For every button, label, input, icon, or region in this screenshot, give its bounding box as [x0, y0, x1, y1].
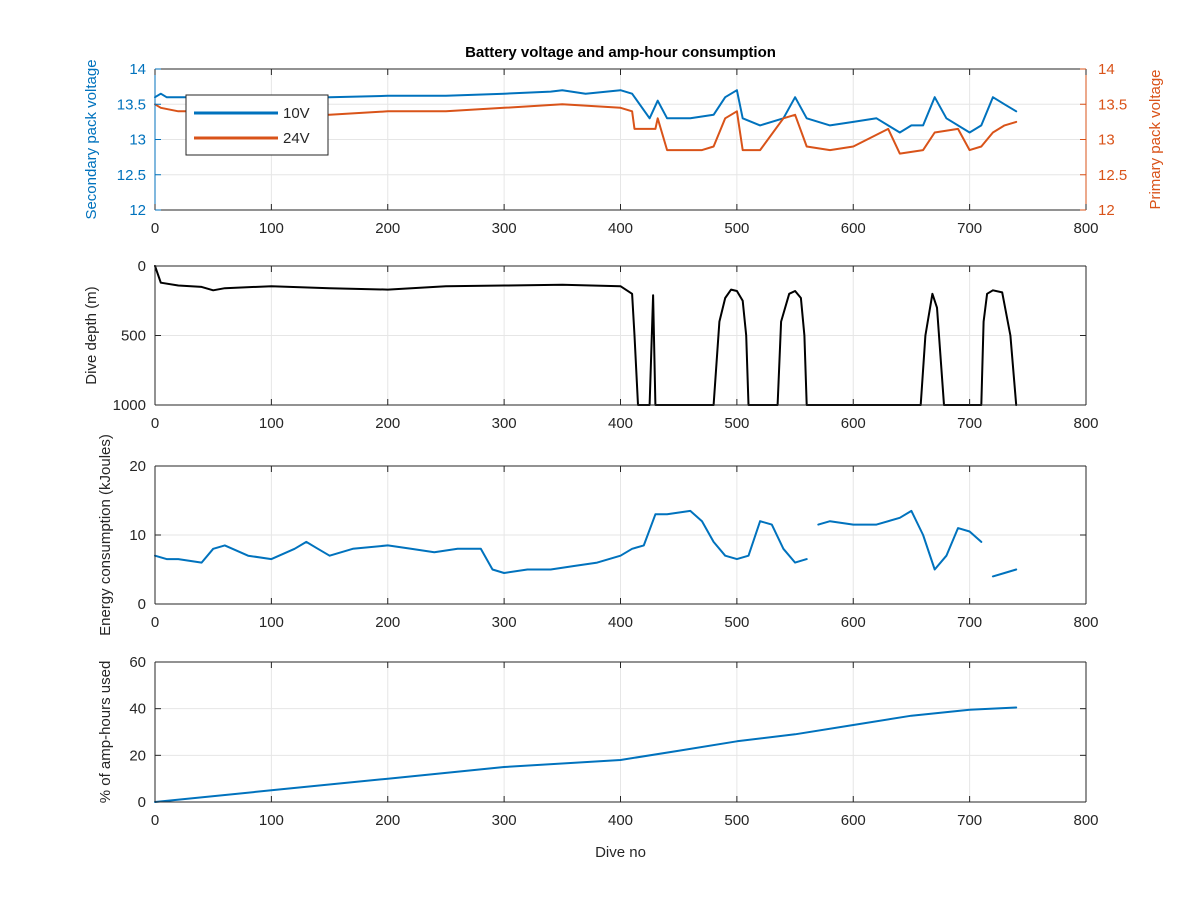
- x-tick-label: 800: [1073, 614, 1098, 631]
- y-tick-label: 12: [129, 202, 146, 219]
- y2-tick-label: 14: [1098, 61, 1115, 78]
- y2-tick-label: 12.5: [1098, 167, 1127, 184]
- x-tick-label: 100: [259, 614, 284, 631]
- x-tick-label: 300: [492, 220, 517, 237]
- y-tick-label: 20: [129, 747, 146, 764]
- x-tick-label: 400: [608, 415, 633, 432]
- y-axis-label: % of amp-hours used: [97, 661, 114, 804]
- x-tick-label: 400: [608, 614, 633, 631]
- y-tick-label: 10: [129, 527, 146, 544]
- y-tick-label: 0: [138, 258, 146, 275]
- x-tick-label: 800: [1073, 220, 1098, 237]
- x-tick-label: 600: [841, 415, 866, 432]
- x-tick-label: 300: [492, 812, 517, 829]
- x-tick-label: 100: [259, 415, 284, 432]
- x-tick-label: 500: [724, 812, 749, 829]
- y2-tick-label: 12: [1098, 202, 1115, 219]
- y-axis-label: Energy consumption (kJoules): [97, 434, 114, 636]
- y-tick-label: 0: [138, 794, 146, 811]
- y-axis-label: Dive depth (m): [83, 286, 100, 384]
- y-tick-label: 12.5: [117, 167, 146, 184]
- y-tick-label: 13.5: [117, 96, 146, 113]
- x-tick-label: 200: [375, 415, 400, 432]
- x-tick-label: 200: [375, 614, 400, 631]
- x-tick-label: 500: [724, 415, 749, 432]
- x-tick-label: 300: [492, 415, 517, 432]
- x-tick-label: 600: [841, 812, 866, 829]
- y-tick-label: 20: [129, 458, 146, 475]
- series-line-1-0: [154, 265, 1018, 406]
- x-tick-label: 200: [375, 220, 400, 237]
- x-tick-label: 700: [957, 415, 982, 432]
- x-tick-label: 0: [151, 812, 159, 829]
- x-tick-label: 600: [841, 220, 866, 237]
- dive-depth-plot: 0 100 200 300 400 500 600 700 800 0 500 1000 Dive de…: [83, 258, 1099, 432]
- x-tick-label: 100: [259, 812, 284, 829]
- series-line-2-0: [154, 509, 1018, 578]
- x-tick-label: 0: [151, 220, 159, 237]
- x-tick-label: 300: [492, 614, 517, 631]
- series-line-3-0: [154, 706, 1018, 803]
- amp-hours-plot: 0 100 200 300 400 500 600 700 800 0 20 40 60 % of amp…: [97, 654, 1099, 861]
- energy-consumption-plot: 0 100 200 300 400 500 600 700 800 0 10 20 Energy con…: [97, 434, 1099, 636]
- x-tick-label: 800: [1073, 812, 1098, 829]
- x-tick-label: 0: [151, 614, 159, 631]
- series-line-24v: [154, 103, 1018, 155]
- figure-title: Battery voltage and amp-hour consumption: [465, 44, 776, 61]
- y2-tick-label: 13: [1098, 132, 1115, 149]
- y-tick-label: 14: [129, 61, 146, 78]
- legend-label-24v: 24V: [283, 130, 310, 147]
- y2-tick-label: 13.5: [1098, 96, 1127, 113]
- y-tick-label: 0: [138, 596, 146, 613]
- voltage-plot: 0 100 200 300 400 500 600 700 8001212.51313.5141…: [83, 59, 1164, 237]
- x-tick-label: 200: [375, 812, 400, 829]
- x-tick-label: 400: [608, 812, 633, 829]
- x-tick-label: 600: [841, 614, 866, 631]
- x-tick-label: 700: [957, 614, 982, 631]
- y-tick-label: 500: [121, 328, 146, 345]
- y-tick-label: 40: [129, 701, 146, 718]
- y2-axis-label: Primary pack voltage: [1147, 69, 1164, 209]
- x-tick-label: 700: [957, 812, 982, 829]
- y-tick-label: 1000: [113, 397, 146, 414]
- x-axis-label: Dive no: [595, 844, 646, 861]
- x-tick-label: 500: [724, 614, 749, 631]
- y-tick-label: 60: [129, 654, 146, 671]
- legend-label-10v: 10V: [283, 105, 310, 122]
- x-tick-label: 0: [151, 415, 159, 432]
- x-tick-label: 100: [259, 220, 284, 237]
- x-tick-label: 500: [724, 220, 749, 237]
- y-tick-label: 13: [129, 132, 146, 149]
- x-tick-label: 700: [957, 220, 982, 237]
- x-tick-label: 400: [608, 220, 633, 237]
- y-axis-label: Secondary pack voltage: [83, 59, 100, 219]
- legend-box: [185, 94, 329, 156]
- x-tick-label: 800: [1073, 415, 1098, 432]
